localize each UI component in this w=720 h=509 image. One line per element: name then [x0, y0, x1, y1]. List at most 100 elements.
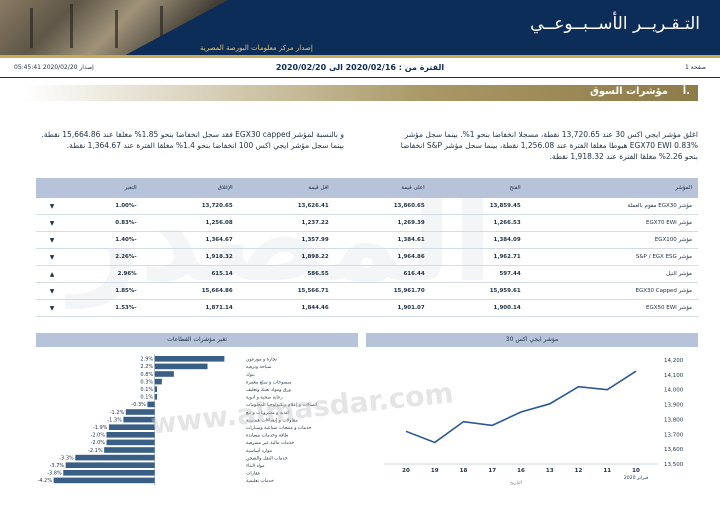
sector-category-label: تجارة و موزعون [246, 358, 278, 363]
sector-bar [147, 401, 155, 408]
down-arrow-icon: ▼ [36, 214, 68, 232]
x-tick-label: 12 [575, 468, 583, 474]
cell-high: 1,384.61 [334, 231, 431, 249]
banner-navy-panel [120, 0, 720, 58]
cell-high: 13,860.65 [334, 198, 431, 215]
sector-category-label: منسوجات و سلع معمرة [246, 380, 292, 385]
cell-open: 15,959.61 [430, 282, 527, 300]
y-tick-label: 13,700 [664, 432, 684, 438]
bar-value-label: -3.3% [59, 455, 74, 461]
x-tick-label: 18 [460, 468, 468, 474]
sector-bar [53, 477, 155, 484]
paragraph-right: اغلق مؤشر ايجي اكس 30 عند 13,720.65 نقطة… [400, 130, 698, 161]
cell-name: مؤشر S&P / EGX ESG [526, 248, 698, 266]
x-tick-label: 11 [603, 468, 611, 474]
sector-category-label: بنوك [246, 373, 255, 378]
y-tick-label: 14,200 [664, 358, 684, 364]
cell-name: مؤشر النيل [526, 265, 698, 283]
x-month-label: فبراير 2020 [624, 475, 648, 481]
cell-close: 1,871.14 [142, 299, 239, 317]
cell-high: 616.44 [334, 265, 431, 283]
sector-category-label: مقاولات و إنشاءات هندسية [246, 418, 298, 423]
page-label: صفحة 1 [685, 64, 706, 71]
cell-close: 1,364.67 [142, 231, 239, 249]
sector-bar [154, 386, 158, 392]
paragraph-left: و بالنسبة لمؤشر EGX30 capped فقد سجل انخ… [41, 130, 344, 150]
x-tick-label: 13 [546, 468, 554, 474]
period-label: الفترة من : 2020/02/16 الى 2020/02/20 [275, 63, 445, 72]
cell-open: 1,384.09 [430, 231, 527, 249]
sector-bar [154, 356, 225, 362]
table-row: مؤشر EGX50 EWI 1,900.14 1,901.07 1,844.46 1,… [36, 299, 698, 317]
bar-value-label: 0.8% [140, 372, 153, 378]
cell-open: 597.44 [430, 265, 527, 283]
cell-close: 1,918.32 [142, 248, 239, 266]
table-row: مؤشر EGX30 مقوم بالعملة 13,859.45 13,860.6… [36, 198, 698, 215]
down-arrow-icon: ▼ [36, 282, 68, 300]
egx30-line-chart: 13,500 13,600 13,700 13,800 13,900 14,000 14,1… [384, 358, 684, 486]
sector-bar [108, 424, 155, 430]
cell-low: 1,357.99 [238, 231, 335, 249]
col-low: اقل قيمة [238, 178, 335, 198]
cell-close: 15,664.86 [142, 282, 239, 300]
sector-category-label: طاقة وخدمات مساندة [246, 434, 289, 439]
cell-name: مؤشر EGX30 مقوم بالعملة [526, 198, 698, 215]
sector-bar [104, 447, 155, 453]
sector-category-label: خدمات مالية غير مصرفية [246, 441, 294, 446]
cell-high: 15,961.70 [334, 282, 431, 300]
sector-bar [154, 378, 162, 385]
header-banner: التـقـريــر الأســبــوعــي إصدار مركز مع… [0, 0, 720, 58]
down-arrow-icon: ▼ [36, 231, 68, 249]
sector-bar [75, 454, 155, 461]
egx30-series-line [405, 370, 637, 444]
bar-value-label: -3.7% [50, 463, 65, 469]
bar-value-label: -2.0% [91, 440, 106, 446]
sector-category-label: خدمات و منتجات صناعية وسيارات [246, 426, 312, 431]
sector-bar [125, 409, 155, 415]
sector-bar [65, 462, 155, 468]
sector-category-label: خدمات تعليمية [246, 479, 274, 484]
cell-low: 586.55 [238, 265, 335, 283]
sector-category-label: خدمات النقل والشحن [246, 456, 288, 461]
bar-value-label: -0.3% [131, 402, 146, 408]
cell-open: 1,266.53 [430, 214, 527, 232]
up-arrow-icon: ▲ [36, 265, 68, 283]
cell-change: -1.00% [68, 198, 143, 215]
cell-open: 1,962.71 [430, 248, 527, 266]
sector-chart-header: تغير مؤشرات القطاعات [36, 333, 358, 347]
x-tick-label: 20 [402, 468, 410, 474]
bar-value-label: -3.8% [47, 471, 62, 477]
sector-bar [154, 371, 174, 377]
sector-category-label: موارد أساسية [246, 447, 273, 454]
cell-change: -1.40% [68, 231, 143, 249]
col-high: اعلى قيمة [334, 178, 431, 198]
cell-open: 13,859.45 [430, 198, 527, 215]
x-tick-label: 17 [488, 468, 496, 474]
bar-value-label: 2.9% [140, 357, 153, 363]
bar-value-label: 0.1% [140, 395, 153, 401]
issue-label: إصدار 2020/02/20 05:45:41 [14, 64, 94, 71]
bar-value-label: -2.0% [91, 433, 106, 439]
x-axis-caption: التاريخ [510, 481, 522, 486]
col-change: التغير [68, 178, 143, 198]
cell-open: 1,900.14 [430, 299, 527, 317]
sector-category-label: ورق ومواد تعبئة وتغليف [246, 387, 291, 393]
sector-bar [106, 439, 155, 446]
sector-category-label: رعاية صحية و ادوية [246, 396, 283, 401]
cell-high: 1,901.07 [334, 299, 431, 317]
cell-close: 1,256.08 [142, 214, 239, 232]
table-row: مؤشر EGX70 EWI 1,266.53 1,269.39 1,237.22 1,… [36, 214, 698, 232]
section-heading: مؤشرات السوق أ. [22, 85, 698, 101]
section-title: مؤشرات السوق [589, 86, 668, 97]
cell-change: -2.26% [68, 248, 143, 266]
y-tick-label: 13,900 [664, 403, 684, 409]
bar-value-label: -1.2% [110, 410, 125, 416]
cell-name: مؤشر EGX30 Capped [526, 282, 698, 300]
x-tick-label: 10 [632, 468, 640, 474]
bar-value-label: 0.1% [140, 387, 153, 393]
cell-name: مؤشر EGX50 EWI [526, 299, 698, 317]
banner-stripe [0, 55, 720, 58]
bar-value-label: -2.1% [88, 448, 103, 454]
report-title: التـقـريــر الأســبــوعــي [530, 14, 700, 34]
col-index: المؤشر [526, 178, 698, 198]
